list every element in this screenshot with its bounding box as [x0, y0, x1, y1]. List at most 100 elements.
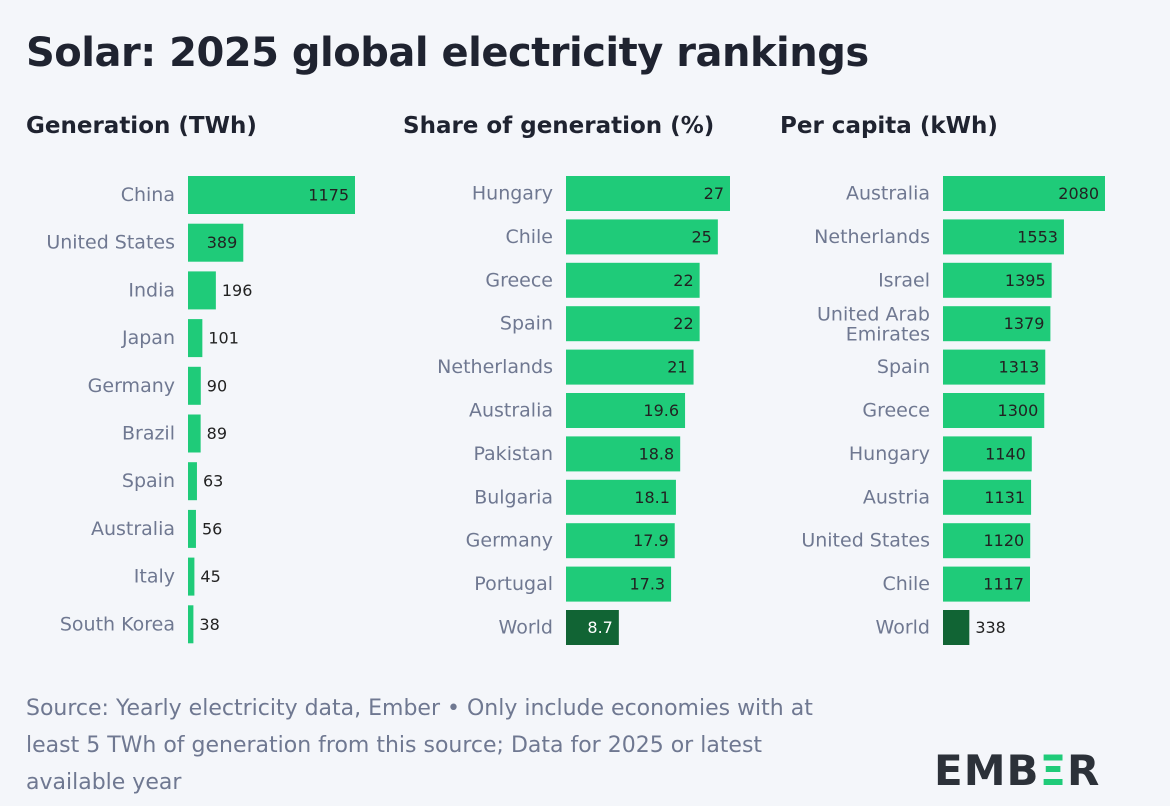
category-label: Netherlands	[814, 226, 930, 248]
category-label: Italy	[134, 566, 175, 588]
value-label: 1313	[999, 358, 1040, 377]
bar-row: Australia 2080	[846, 176, 1105, 211]
value-label: 1395	[1005, 271, 1046, 290]
bar	[188, 462, 197, 501]
bar-row: Japan 101	[121, 319, 239, 358]
category-label: Israel	[878, 269, 930, 291]
bar-row: Germany 90	[88, 366, 227, 405]
value-label: 17.9	[633, 531, 669, 550]
bar-row: United States 1120	[801, 523, 1031, 559]
value-label: 56	[202, 519, 222, 538]
bar-row: Chile 25	[505, 219, 718, 255]
bar	[943, 349, 1046, 385]
bar-row: World 338	[876, 610, 1006, 645]
bar	[188, 223, 244, 262]
value-label: 101	[208, 329, 239, 348]
bar-row: Australia 56	[91, 509, 222, 548]
bar-row: Germany 17.9	[466, 523, 675, 559]
bar	[566, 436, 681, 472]
category-label: Netherlands	[437, 356, 553, 378]
chart-title: Solar: 2025 global electricity rankings	[26, 30, 869, 76]
category-label: Spain	[500, 313, 553, 335]
bar	[943, 566, 1030, 602]
bar-row: Netherlands 1553	[814, 219, 1064, 255]
bar	[188, 557, 195, 596]
value-label: 63	[203, 472, 223, 491]
category-label: South Korea	[60, 613, 175, 635]
bar	[943, 176, 1105, 211]
bar-row: India 196	[128, 271, 253, 310]
value-label: 196	[222, 281, 253, 300]
source-footnote: Source: Yearly electricity data, Ember •…	[26, 696, 813, 795]
bar	[188, 319, 203, 358]
bar-row: Israel 1395	[878, 262, 1052, 298]
category-label: Portugal	[474, 573, 553, 595]
value-label: 17.3	[629, 575, 665, 594]
bar	[943, 306, 1051, 342]
category-label: Hungary	[849, 443, 930, 465]
bar-row: Spain 63	[122, 462, 223, 501]
category-label: China	[121, 184, 175, 206]
category-label: United Arab Emirates	[817, 304, 930, 346]
bar	[943, 219, 1064, 255]
value-label: 18.8	[639, 444, 675, 463]
category-label-line: United Arab	[817, 304, 930, 326]
value-label: 21	[667, 358, 687, 377]
logo-e-mark: Ξ	[1039, 746, 1068, 795]
category-label: Germany	[88, 375, 175, 397]
bar-row: Hungary 1140	[849, 436, 1032, 472]
bar-row: Greece 22	[485, 262, 700, 298]
value-label: 1379	[1004, 314, 1045, 333]
logo-text-start: EMB	[934, 746, 1040, 795]
panel-title-generation: Generation (TWh)	[26, 113, 257, 139]
value-label: 389	[207, 233, 238, 252]
category-label: Australia	[469, 400, 553, 422]
bar	[566, 306, 700, 342]
category-label: Pakistan	[473, 443, 553, 465]
category-label: Austria	[863, 486, 930, 508]
bar	[566, 523, 675, 559]
bar	[943, 479, 1032, 515]
bar-row: Chile 1117	[882, 566, 1030, 602]
value-label: 8.7	[587, 618, 612, 637]
value-label: 1131	[984, 488, 1025, 507]
category-label: Chile	[882, 573, 930, 595]
value-label: 1553	[1017, 227, 1058, 246]
bar	[566, 393, 686, 428]
category-label: United States	[46, 232, 175, 254]
bar-row: Italy 45	[134, 557, 221, 596]
category-label-line: Emirates	[846, 324, 930, 346]
category-label: World	[499, 617, 553, 639]
bar-row: Austria 1131	[863, 479, 1032, 515]
bar-row: Hungary 27	[472, 176, 730, 211]
bar	[943, 523, 1031, 559]
category-label: Chile	[505, 226, 553, 248]
value-label: 25	[691, 227, 711, 246]
bar-row: South Korea 38	[60, 605, 220, 644]
bar-row: Netherlands 21	[437, 349, 694, 385]
panel-title-share: Share of generation (%)	[403, 113, 715, 139]
bar	[943, 436, 1032, 472]
value-label: 1175	[308, 186, 349, 205]
bar	[566, 262, 700, 298]
bar	[188, 509, 196, 548]
ember-logo: EMBΞR	[934, 746, 1100, 795]
value-label: 1120	[984, 531, 1025, 550]
value-label: 2080	[1058, 184, 1099, 203]
value-label: 45	[200, 567, 220, 586]
category-label: Spain	[877, 356, 930, 378]
bar-row: Portugal 17.3	[474, 566, 672, 602]
panel-title-per-capita: Per capita (kWh)	[780, 113, 998, 139]
category-label: World	[876, 617, 930, 639]
category-label: Japan	[121, 327, 175, 349]
bar-row: Greece 1300	[862, 393, 1045, 428]
bar	[566, 349, 694, 385]
bar-row: World 8.7	[499, 610, 619, 645]
bar	[188, 414, 201, 453]
bar	[943, 393, 1045, 428]
bar-row: Bulgaria 18.1	[474, 479, 676, 515]
bar-row: China 1175	[121, 176, 355, 214]
category-label: Australia	[846, 183, 930, 205]
value-label: 19.6	[643, 401, 679, 420]
